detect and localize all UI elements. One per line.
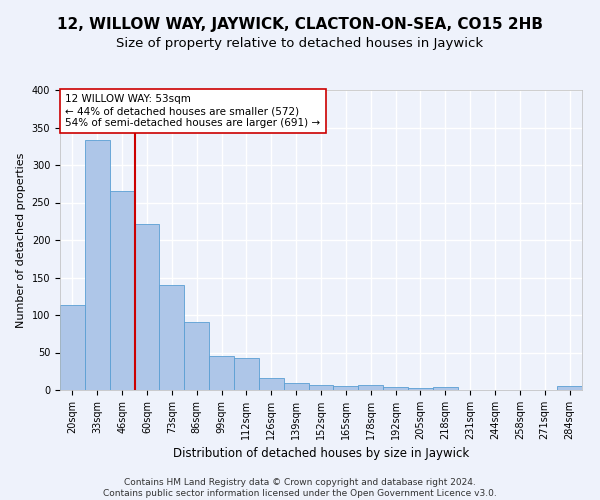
Bar — [433, 387, 458, 390]
Bar — [284, 382, 308, 390]
Text: 12 WILLOW WAY: 53sqm
← 44% of detached houses are smaller (572)
54% of semi-deta: 12 WILLOW WAY: 53sqm ← 44% of detached h… — [65, 94, 320, 128]
Bar — [134, 224, 160, 390]
Bar — [209, 356, 234, 390]
Bar — [358, 385, 383, 390]
Bar — [557, 386, 582, 390]
Bar — [160, 285, 184, 390]
Bar — [259, 378, 284, 390]
Bar — [383, 387, 408, 390]
X-axis label: Distribution of detached houses by size in Jaywick: Distribution of detached houses by size … — [173, 448, 469, 460]
Text: 12, WILLOW WAY, JAYWICK, CLACTON-ON-SEA, CO15 2HB: 12, WILLOW WAY, JAYWICK, CLACTON-ON-SEA,… — [57, 18, 543, 32]
Bar — [60, 304, 85, 390]
Y-axis label: Number of detached properties: Number of detached properties — [16, 152, 26, 328]
Bar — [85, 140, 110, 390]
Bar — [234, 358, 259, 390]
Bar — [408, 388, 433, 390]
Bar — [308, 385, 334, 390]
Text: Size of property relative to detached houses in Jaywick: Size of property relative to detached ho… — [116, 38, 484, 51]
Text: Contains HM Land Registry data © Crown copyright and database right 2024.
Contai: Contains HM Land Registry data © Crown c… — [103, 478, 497, 498]
Bar — [334, 386, 358, 390]
Bar — [110, 191, 134, 390]
Bar — [184, 322, 209, 390]
